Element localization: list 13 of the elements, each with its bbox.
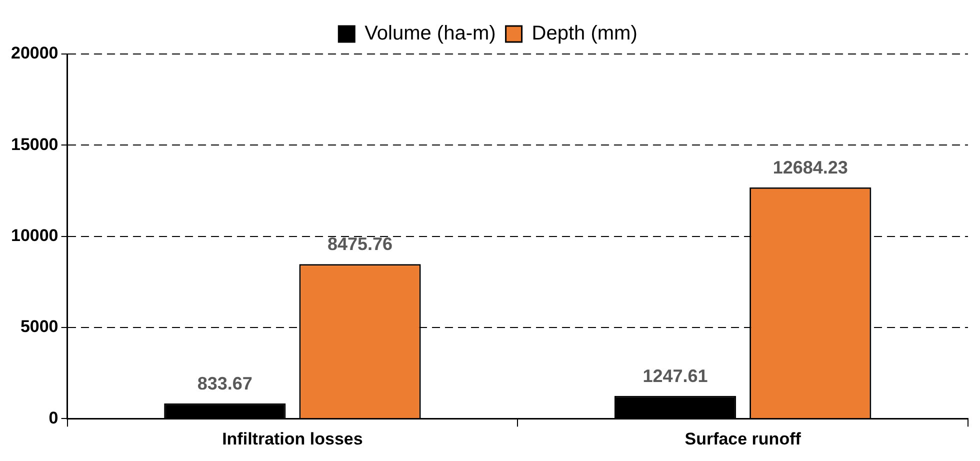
y-tick-label: 20000 (10, 44, 58, 63)
y-tick-label: 15000 (10, 134, 58, 154)
data-label: 1247.61 (642, 366, 708, 386)
y-tick-label: 5000 (20, 317, 58, 336)
legend-label: Volume (ha-m) (364, 22, 496, 45)
y-tick-label: 10000 (10, 226, 58, 245)
y-tick-label: 0 (48, 408, 58, 428)
data-label: 833.67 (197, 373, 252, 394)
legend-label: Depth (mm) (532, 22, 638, 45)
x-tick-label: Infiltration losses (222, 429, 363, 448)
data-label: 12684.23 (772, 157, 848, 178)
x-tick-label: Surface runoff (684, 429, 802, 448)
data-label: 8475.76 (327, 234, 393, 254)
